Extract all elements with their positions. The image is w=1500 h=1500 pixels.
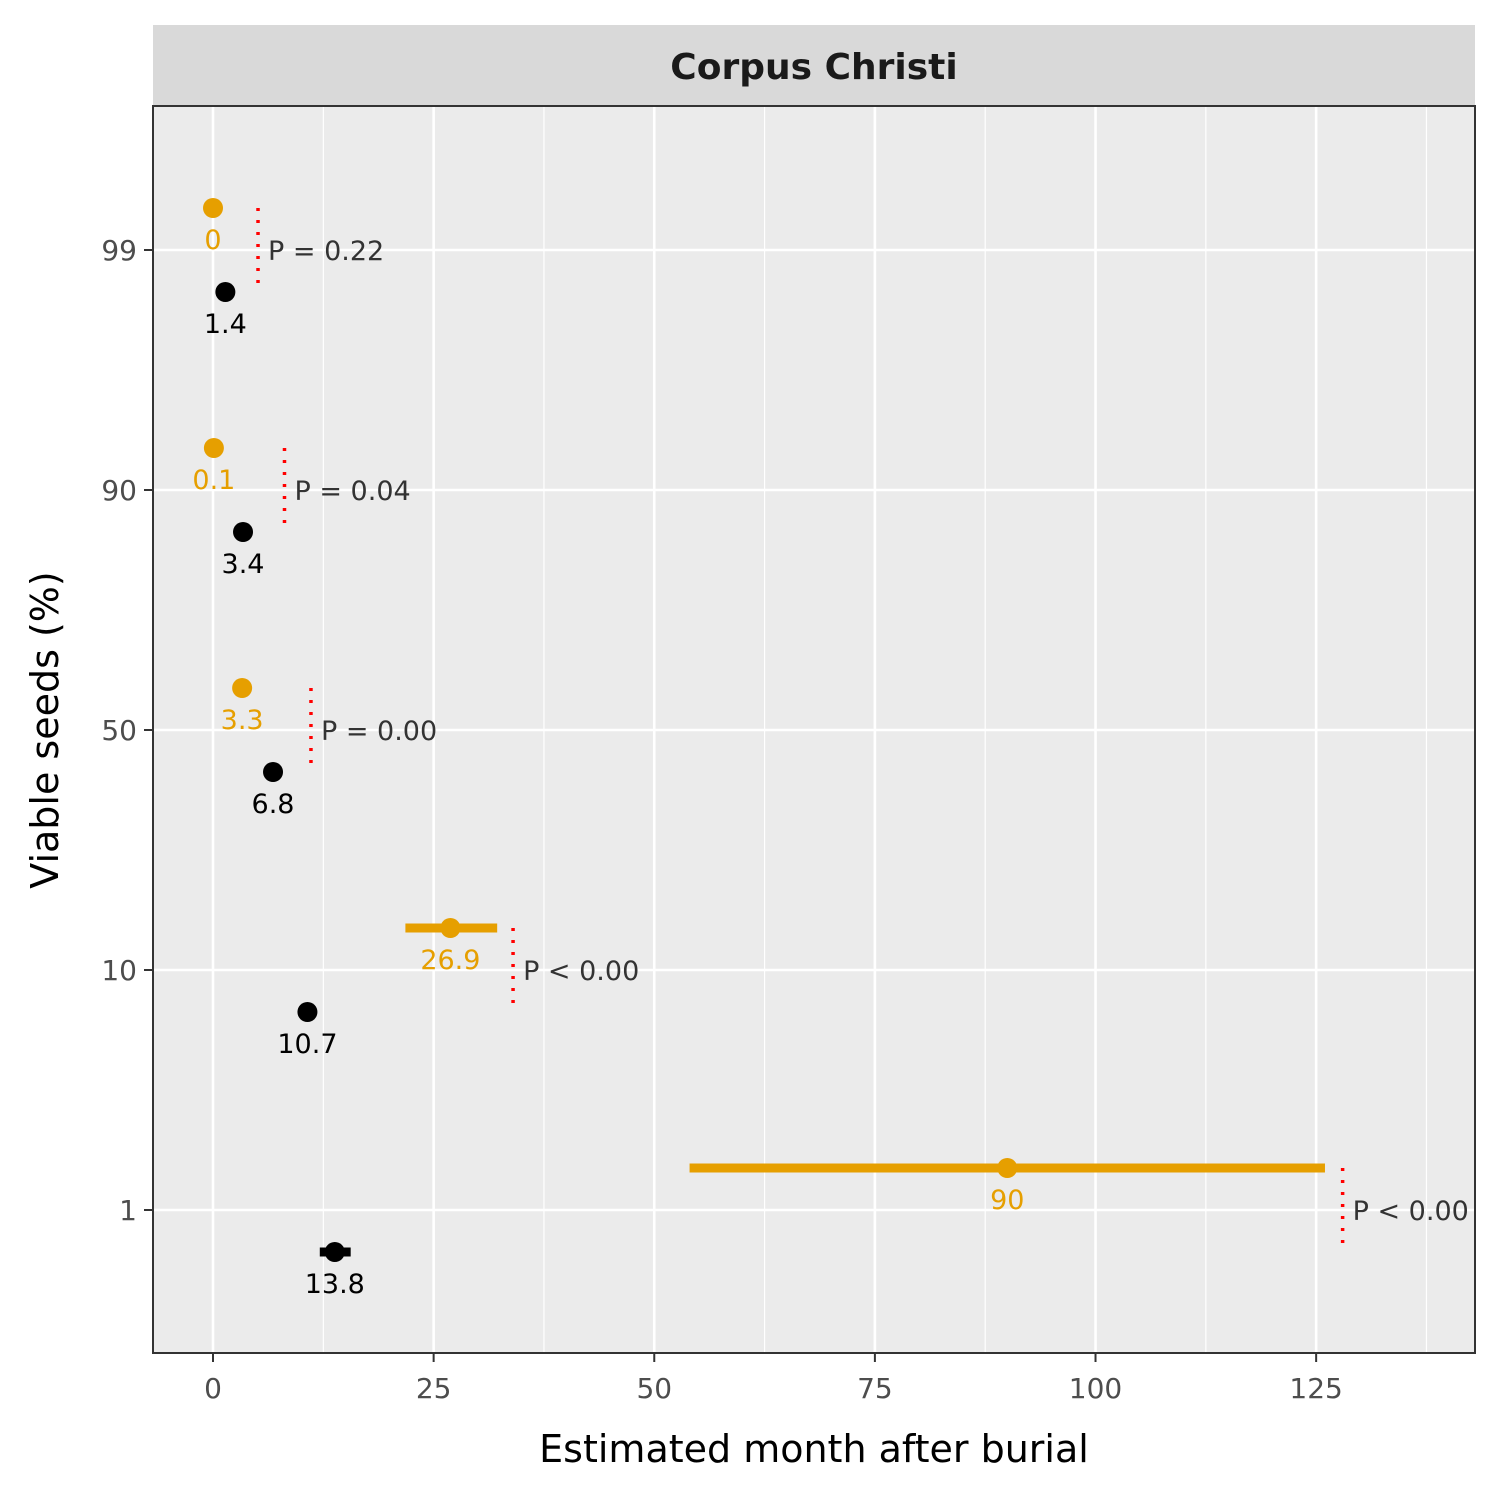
data-point: [263, 762, 284, 782]
p-value-label: P = 0.00: [321, 716, 437, 747]
facet-title: Corpus Christi: [670, 47, 957, 88]
y-tick-label: 99: [101, 234, 137, 267]
data-label: 0: [204, 225, 221, 256]
data-point: [324, 1242, 345, 1262]
data-label: 0.1: [192, 465, 235, 496]
x-axis: 0 25 50 75 100 125: [204, 1353, 1343, 1405]
p-value-label: P = 0.04: [294, 476, 410, 507]
y-tick-label: 1: [119, 1194, 137, 1227]
data-point: [297, 1002, 318, 1022]
y-tick-label: 90: [101, 474, 137, 507]
data-point: [203, 198, 224, 218]
x-axis-title: Estimated month after burial: [539, 1427, 1089, 1471]
data-point: [997, 1158, 1018, 1178]
x-tick-label: 100: [1069, 1372, 1122, 1405]
p-value-label: P < 0.00: [1353, 1196, 1469, 1227]
data-label: 10.7: [277, 1029, 337, 1060]
data-points: [203, 198, 1018, 1262]
data-label: 13.8: [305, 1269, 365, 1300]
p-value-label: P < 0.00: [523, 956, 639, 987]
y-axis: 1 10 50 90 99: [101, 234, 153, 1227]
data-point: [203, 438, 224, 458]
x-tick-label: 0: [204, 1372, 222, 1405]
data-label: 26.9: [420, 945, 480, 976]
grid-major: [153, 106, 1475, 1353]
data-label: 6.8: [252, 789, 295, 820]
x-tick-label: 125: [1289, 1372, 1342, 1405]
p-value-lines: [256, 208, 1345, 1252]
x-tick-label: 50: [636, 1372, 672, 1405]
strip-background: [153, 25, 1475, 106]
p-value-labels: P = 0.22 P = 0.04 P = 0.00 P < 0.00 P < 0.00: [268, 236, 1469, 1227]
data-label: 90: [990, 1185, 1024, 1216]
data-label: 3.4: [222, 549, 265, 580]
data-label: 1.4: [204, 309, 247, 340]
x-tick-label: 25: [416, 1372, 452, 1405]
data-point: [233, 522, 254, 542]
data-point: [232, 678, 253, 698]
x-tick-label: 75: [857, 1372, 893, 1405]
data-point: [215, 282, 236, 302]
y-tick-label: 10: [101, 954, 137, 987]
y-axis-title: Viable seeds (%): [23, 571, 67, 888]
p-value-label: P = 0.22: [268, 236, 384, 267]
data-point: [440, 918, 461, 938]
y-tick-label: 50: [101, 714, 137, 747]
data-label: 3.3: [221, 705, 264, 736]
point-labels: 0 0.1 3.3 26.9 90 1.4 3.4 6.8 10.7 13.8: [192, 225, 1024, 1300]
